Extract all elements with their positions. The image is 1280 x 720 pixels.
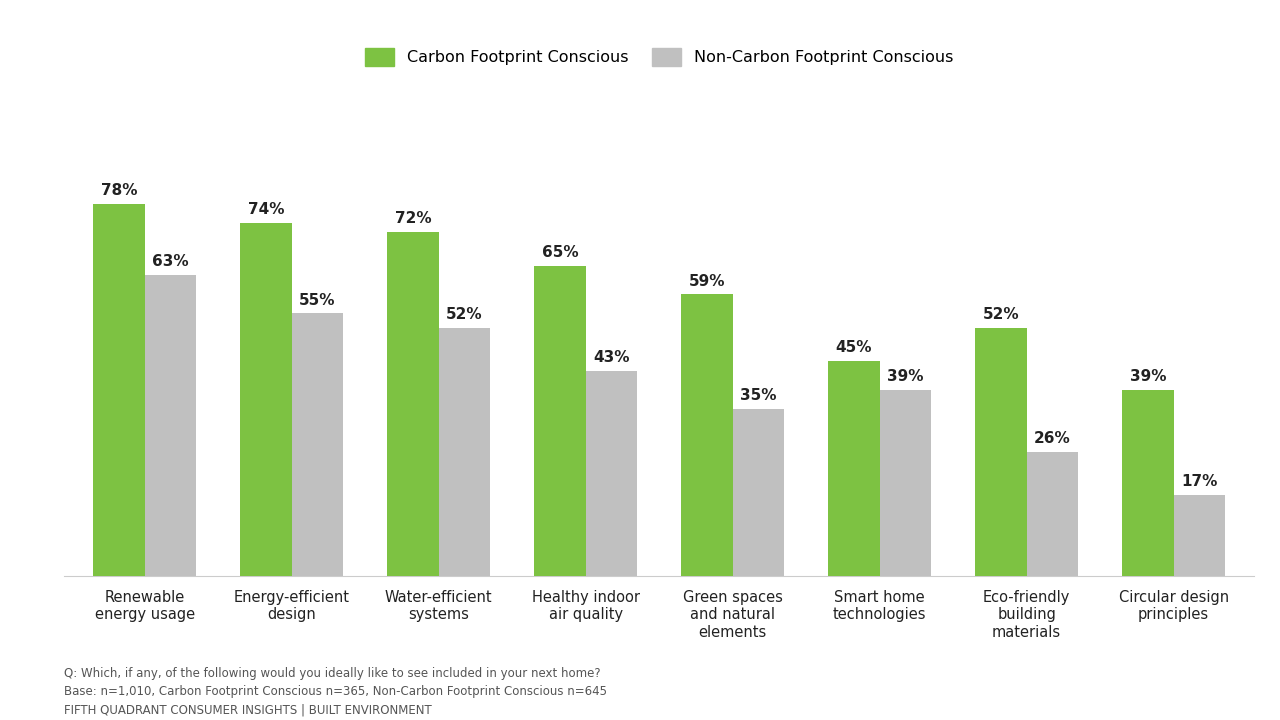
Bar [975, 328, 1027, 576]
Legend: Carbon Footprint Conscious, Non-Carbon Footprint Conscious: Carbon Footprint Conscious, Non-Carbon F… [357, 40, 961, 74]
Text: Q: Which, if any, of the following would you ideally like to see included in you: Q: Which, if any, of the following would… [64, 667, 607, 716]
Bar [388, 233, 439, 576]
Text: 17%: 17% [1181, 474, 1217, 489]
Text: 55%: 55% [300, 292, 335, 307]
Bar [1027, 452, 1078, 576]
Bar [586, 371, 637, 576]
Text: 63%: 63% [152, 254, 189, 269]
Bar [292, 313, 343, 576]
Bar [681, 294, 732, 576]
Text: 35%: 35% [740, 388, 777, 403]
Text: 43%: 43% [593, 350, 630, 365]
Text: 65%: 65% [541, 245, 579, 260]
Bar [1174, 495, 1225, 576]
Bar [93, 204, 145, 576]
Text: 52%: 52% [983, 307, 1019, 322]
Bar [828, 361, 879, 576]
Bar [732, 409, 785, 576]
Text: 45%: 45% [836, 341, 872, 356]
Text: 78%: 78% [101, 183, 137, 198]
Bar [145, 275, 196, 576]
Bar [1123, 390, 1174, 576]
Text: 59%: 59% [689, 274, 726, 289]
Text: 26%: 26% [1034, 431, 1070, 446]
Text: Sustainable Elements Consumers Want in their Next Home: Sustainable Elements Consumers Want in t… [157, 29, 1123, 57]
Text: 52%: 52% [447, 307, 483, 322]
Text: 74%: 74% [248, 202, 284, 217]
Text: 39%: 39% [887, 369, 924, 384]
Bar [439, 328, 490, 576]
Text: 72%: 72% [394, 212, 431, 227]
Bar [241, 222, 292, 576]
Bar [534, 266, 586, 576]
Bar [879, 390, 931, 576]
Text: 39%: 39% [1130, 369, 1166, 384]
